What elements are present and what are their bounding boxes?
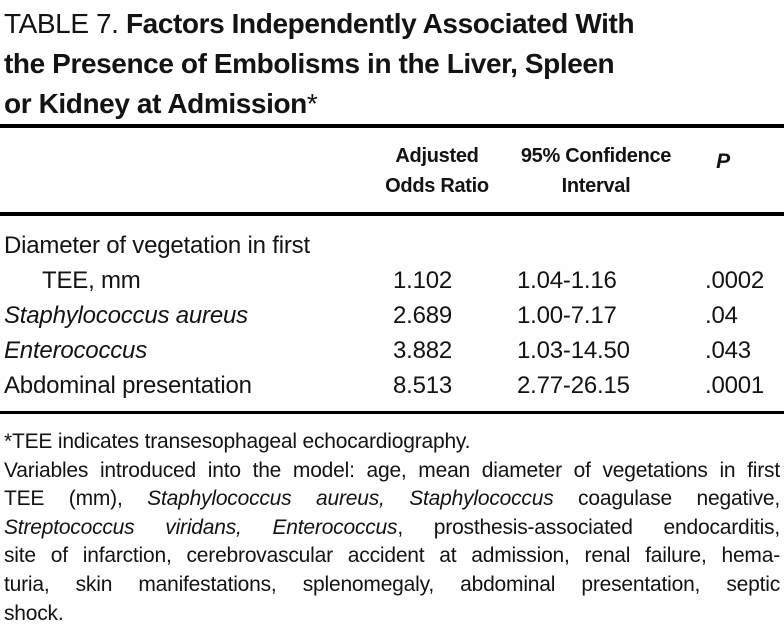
- title-text-line1: Factors Independently Associated With: [125, 8, 635, 39]
- footnote-text: TEE (mm),: [4, 487, 148, 511]
- table-row-vegetation-values: TEE, mm 1.102 1.04-1.16 .0002: [4, 263, 780, 298]
- title-line-3: or Kidney at Admission*: [4, 84, 782, 124]
- column-header-p-value: P: [716, 150, 730, 173]
- table-bottom-rule: [0, 411, 784, 414]
- row-label-continued: TEE, mm: [42, 267, 141, 294]
- header-ci-line2: Interval: [561, 175, 631, 197]
- footnote-variables-line1: Variables introduced into the model: age…: [4, 458, 780, 482]
- table-row-enterococcus: Enterococcus 3.882 1.03-14.50 .043: [4, 333, 780, 368]
- cell-confidence-interval: 2.77-26.15: [517, 372, 630, 399]
- cell-p-value: .0001: [705, 372, 765, 399]
- footnote-variables-line6: shock.: [4, 601, 64, 625]
- cell-confidence-interval: 1.04-1.16: [517, 267, 617, 294]
- table-top-rule: [0, 124, 784, 128]
- table-number: TABLE 7.: [4, 8, 126, 39]
- cell-odds-ratio: 2.689: [393, 302, 453, 329]
- footnote-variables-line2: TEE (mm), Staphylococcus aureus, Staphyl…: [4, 485, 780, 514]
- footnote-variables-line5: turia, skin manifestations, splenomegaly…: [4, 572, 780, 596]
- title-line-1: TABLE 7. Factors Independently Associate…: [4, 4, 782, 44]
- title-asterisk: *: [306, 88, 318, 119]
- page-title: TABLE 7. Factors Independently Associate…: [4, 4, 782, 124]
- header-ci-line1: 95% Confidence: [520, 145, 672, 167]
- cell-odds-ratio: 8.513: [393, 372, 453, 399]
- table-row-vegetation-label: Diameter of vegetation in first: [4, 228, 780, 263]
- header-odds-ratio-line2: Odds Ratio: [385, 175, 489, 197]
- cell-odds-ratio: 1.102: [393, 267, 453, 294]
- column-header-adjusted-odds-ratio: Adjusted Odds Ratio: [337, 141, 537, 201]
- title-text-line3: or Kidney at Admission: [4, 88, 307, 119]
- cell-p-value: .043: [705, 337, 751, 364]
- table-row-staph-aureus: Staphylococcus aureus 2.689 1.00-7.17 .0…: [4, 298, 780, 333]
- cell-p-value: .04: [705, 302, 738, 329]
- footnote-variables-line4: site of infarction, cerebrovascular acci…: [4, 544, 780, 568]
- row-label: Abdominal presentation: [4, 372, 252, 399]
- footnote-text: coagulase negative,: [553, 487, 780, 511]
- cell-odds-ratio: 3.882: [393, 337, 453, 364]
- column-header-confidence-interval: 95% Confidence Interval: [496, 141, 696, 201]
- cell-confidence-interval: 1.03-14.50: [517, 337, 630, 364]
- table-row-abdominal-presentation: Abdominal presentation 8.513 2.77-26.15 …: [4, 368, 780, 403]
- footnote-organism-italic: Streptococcus viridans, Enterococcus: [4, 515, 398, 539]
- row-label: Diameter of vegetation in first: [4, 232, 310, 259]
- header-odds-ratio-line1: Adjusted: [395, 145, 479, 167]
- table-body: Diameter of vegetation in first TEE, mm …: [4, 228, 780, 403]
- table-footnotes: *TEE indicates transesophageal echocardi…: [4, 428, 780, 628]
- row-label: Staphylococcus aureus: [4, 302, 248, 329]
- footnote-text: , prosthesis-associated endocarditis,: [397, 515, 780, 539]
- footnote-variables-line3: Streptococcus viridans, Enterococcus, pr…: [4, 514, 780, 543]
- cell-confidence-interval: 1.00-7.17: [517, 302, 617, 329]
- footnote-tee-definition: *TEE indicates transesophageal echocardi…: [4, 430, 471, 453]
- header-divider-rule: [0, 212, 784, 216]
- footnote-organism-italic: Staphylococcus aureus, Staphylococcus: [147, 487, 554, 511]
- title-line-2: the Presence of Embolisms in the Liver, …: [4, 48, 615, 79]
- row-label: Enterococcus: [4, 337, 148, 364]
- cell-p-value: .0002: [705, 267, 765, 294]
